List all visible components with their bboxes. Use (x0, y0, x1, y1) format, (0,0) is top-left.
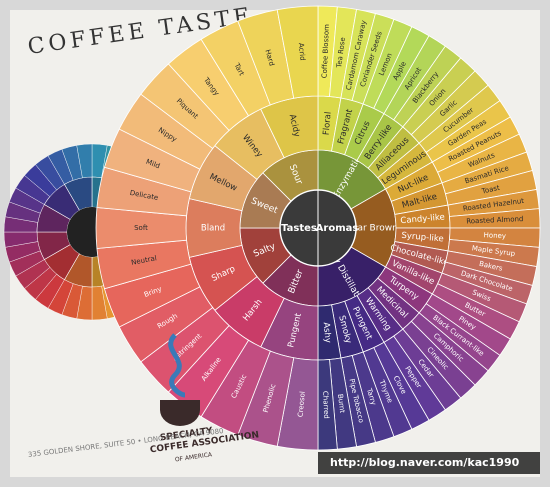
segment-label: Bland (201, 224, 225, 234)
segment-label: Creosol (296, 391, 306, 418)
segment-label: Roasted Almond (466, 215, 523, 225)
segment-label: Coffee Blossom (321, 24, 331, 79)
segment-label: Sugar Browning (340, 224, 411, 234)
wheel-segment (276, 5, 319, 99)
segment-label: Syrup-like (401, 231, 444, 245)
segment-label: Candy-like (400, 212, 445, 226)
segment-label: Burnt (336, 393, 346, 413)
logo: SPECIALTY COFFEE ASSOCIATION OF AMERICA (149, 333, 260, 463)
logo-steam (168, 333, 186, 398)
segment-label: Honey (483, 231, 506, 240)
small-wedge (76, 143, 93, 179)
segment-label: Soft (134, 224, 148, 232)
logo-cup (160, 400, 200, 426)
segment-label: Floral (322, 111, 334, 135)
segment-label: Acrid (297, 43, 307, 61)
watermark: http://blog.naver.com/kac1990 (330, 456, 520, 469)
center-label: Aromas (316, 223, 359, 234)
watermark-box (318, 452, 540, 474)
segment-label: Charred (321, 391, 330, 419)
segment-label: Ashy (321, 322, 333, 343)
segment-label: Toast (480, 184, 501, 196)
center-label: Tastes (281, 223, 317, 234)
